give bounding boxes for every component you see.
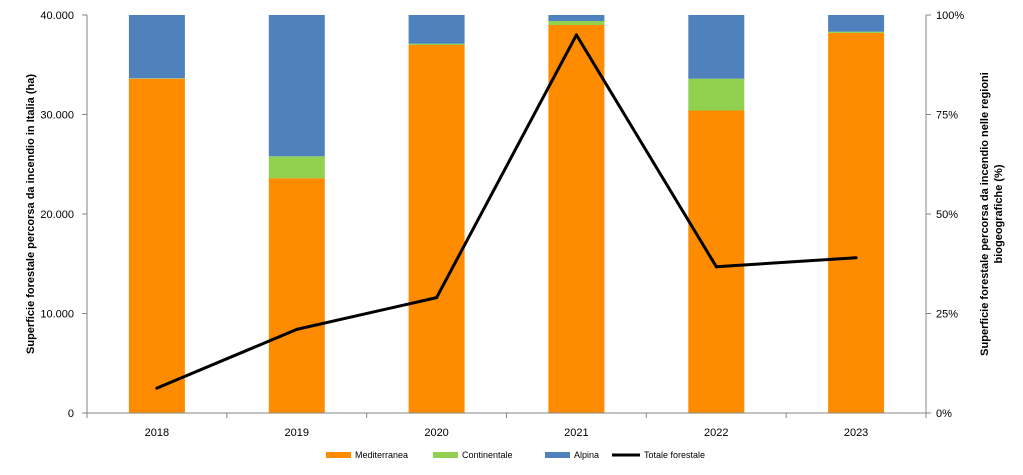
bar-continentale-2021	[548, 21, 605, 25]
point-totale-forestale-2020	[435, 296, 439, 300]
x-tick-label: 2023	[844, 427, 868, 439]
x-tick-label: 2022	[704, 427, 728, 439]
bar-continentale-2023	[828, 31, 885, 33]
y-tick-left-label: 10.000	[40, 309, 74, 321]
bar-continentale-2022	[688, 78, 745, 111]
y-tick-right-label: 50%	[936, 209, 958, 221]
bar-alpina-2020	[408, 15, 465, 44]
legend-swatch-mediterranea	[326, 452, 351, 458]
line-layer	[155, 33, 858, 390]
y-tick-right-label: 75%	[936, 110, 958, 122]
y-tick-right-label: 25%	[936, 309, 958, 321]
y-tick-right-label: 100%	[936, 10, 964, 22]
point-totale-forestale-2018	[155, 386, 159, 390]
legend-label-continentale: Continentale	[462, 450, 513, 460]
legend: Mediterranea Continentale Alpina Totale for…	[326, 450, 705, 460]
legend-label-alpina: Alpina	[574, 450, 599, 460]
bar-mediterranea-2022	[688, 110, 745, 413]
bar-mediterranea-2018	[128, 78, 185, 413]
x-tick-label: 2020	[424, 427, 448, 439]
point-totale-forestale-2022	[714, 265, 718, 269]
x-tick-label: 2021	[564, 427, 588, 439]
bar-mediterranea-2020	[408, 44, 465, 414]
axes-layer: 0 10.000 20.000 30.000 40.000 0% 25% 50% 75% 100%…	[25, 10, 1005, 439]
bar-mediterranea-2023	[828, 32, 885, 414]
bar-alpina-2023	[828, 15, 885, 32]
point-totale-forestale-2023	[854, 256, 858, 260]
y-axis-right-title-line1: Superficie forestale percorsa da incendi…	[979, 72, 991, 356]
legend-label-totale-forestale: Totale forestale	[644, 450, 705, 460]
bar-alpina-2019	[268, 15, 325, 157]
bar-alpina-2018	[128, 15, 185, 79]
bars-layer	[128, 15, 885, 414]
y-tick-left-label: 40.000	[40, 10, 74, 22]
y-axis-left-title: Superficie forestale percorsa da incendi…	[25, 74, 37, 354]
bar-mediterranea-2019	[268, 178, 325, 413]
bar-alpina-2022	[688, 15, 745, 79]
legend-swatch-alpina	[545, 452, 570, 458]
y-tick-right-label: 0%	[936, 408, 952, 420]
bar-continentale-2020	[408, 43, 465, 45]
legend-swatch-continentale	[433, 452, 458, 458]
x-tick-label: 2018	[145, 427, 169, 439]
y-tick-left-label: 20.000	[40, 209, 74, 221]
y-tick-left-label: 30.000	[40, 110, 74, 122]
bar-mediterranea-2021	[548, 24, 605, 414]
y-axis-right-title-line2: biogeografiche (%)	[993, 164, 1005, 263]
point-totale-forestale-2021	[574, 33, 578, 37]
bar-alpina-2021	[548, 15, 605, 21]
bar-continentale-2019	[268, 156, 325, 179]
x-tick-label: 2019	[285, 427, 309, 439]
legend-label-mediterranea: Mediterranea	[355, 450, 408, 460]
line-totale-forestale	[156, 33, 857, 390]
point-totale-forestale-2019	[295, 327, 299, 331]
y-tick-left-label: 0	[68, 408, 74, 420]
